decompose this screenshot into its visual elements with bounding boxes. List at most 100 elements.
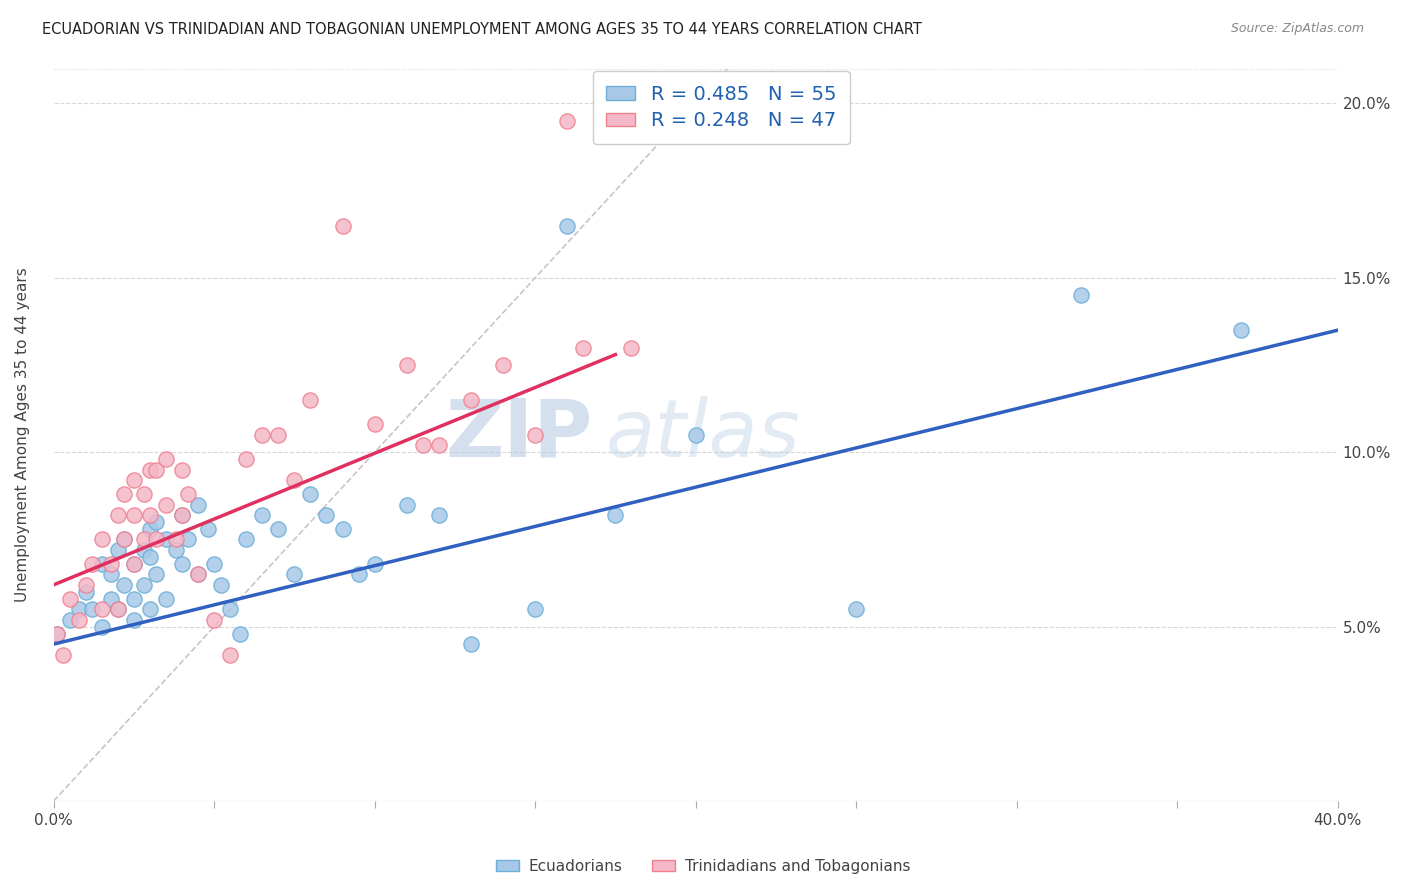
Point [299,487,322,501]
Point [155,498,177,512]
Point [45,626,67,640]
Point [524,427,547,442]
Point [107,543,129,558]
Point [122,557,145,571]
Point [235,452,257,467]
Point [90,620,112,634]
Text: atlas: atlas [606,396,800,474]
Point [145,515,167,529]
Point [555,219,578,233]
Point [187,567,209,582]
Point [427,508,450,522]
Point [202,557,225,571]
Point [235,533,257,547]
Point [165,543,187,558]
Point [112,533,135,547]
Point [112,578,135,592]
Point [155,452,177,467]
Point [107,602,129,616]
Point [59,591,82,606]
Point [620,341,643,355]
Point [252,427,274,442]
Point [197,522,219,536]
Point [145,533,167,547]
Point [90,557,112,571]
Point [315,508,337,522]
Point [252,508,274,522]
Point [187,498,209,512]
Point [112,487,135,501]
Point [90,602,112,616]
Point [460,392,482,407]
Point [492,358,515,372]
Point [219,648,242,662]
Legend: R = 0.485   N = 55, R = 0.248   N = 47: R = 0.485 N = 55, R = 0.248 N = 47 [593,71,851,144]
Point [412,438,434,452]
Point [75,578,97,592]
Point [1070,288,1092,302]
Point [100,591,122,606]
Text: ECUADORIAN VS TRINIDADIAN AND TOBAGONIAN UNEMPLOYMENT AMONG AGES 35 TO 44 YEARS : ECUADORIAN VS TRINIDADIAN AND TOBAGONIAN… [42,22,922,37]
Point [267,427,290,442]
Point [299,392,322,407]
Point [177,487,200,501]
Point [155,533,177,547]
Point [460,637,482,651]
Point [122,473,145,487]
Point [524,602,547,616]
Point [177,533,200,547]
Point [139,508,162,522]
Point [139,522,162,536]
Point [685,427,707,442]
Point [427,438,450,452]
Text: ZIP: ZIP [446,396,593,474]
Point [155,591,177,606]
Point [572,341,595,355]
Point [283,473,305,487]
Point [395,358,418,372]
Point [67,613,90,627]
Point [229,626,252,640]
Point [332,219,354,233]
Point [122,508,145,522]
Point [132,487,155,501]
Point [845,602,868,616]
Legend: Ecuadorians, Trinidadians and Tobagonians: Ecuadorians, Trinidadians and Tobagonian… [489,853,917,880]
Point [52,648,75,662]
Point [107,602,129,616]
Point [139,549,162,564]
Point [170,508,193,522]
Point [139,463,162,477]
Point [67,602,90,616]
Point [363,557,385,571]
Point [82,602,104,616]
Point [145,463,167,477]
Point [75,584,97,599]
Point [267,522,290,536]
Point [170,508,193,522]
Point [45,626,67,640]
Point [1230,323,1253,337]
Point [332,522,354,536]
Point [139,602,162,616]
Point [132,578,155,592]
Point [605,508,627,522]
Point [132,543,155,558]
Text: Source: ZipAtlas.com: Source: ZipAtlas.com [1230,22,1364,36]
Point [170,463,193,477]
Point [59,613,82,627]
Point [170,557,193,571]
Point [107,508,129,522]
Point [555,113,578,128]
Point [122,613,145,627]
Point [165,533,187,547]
Point [187,567,209,582]
Point [145,567,167,582]
Point [209,578,232,592]
Y-axis label: Unemployment Among Ages 35 to 44 years: Unemployment Among Ages 35 to 44 years [15,268,30,602]
Point [395,498,418,512]
Point [90,533,112,547]
Point [100,567,122,582]
Point [347,567,370,582]
Point [202,613,225,627]
